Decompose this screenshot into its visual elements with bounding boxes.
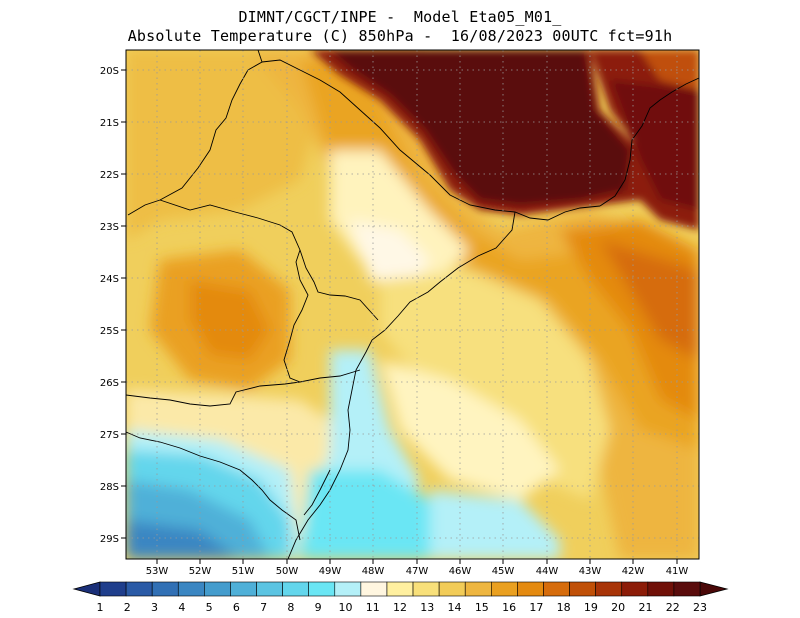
colorbar-swatch: [491, 581, 518, 597]
colorbar-swatch: [438, 581, 466, 597]
lon-label: 41W: [666, 566, 689, 577]
lat-label: 24S: [100, 274, 119, 285]
colorbar-label: 15: [475, 601, 489, 614]
colorbar-label: 6: [233, 601, 240, 614]
colorbar-swatch: [177, 581, 205, 597]
colorbar-label: 17: [529, 601, 543, 614]
colorbar-swatch: [308, 581, 336, 597]
colorbar-swatch: [621, 581, 649, 597]
graticule: [126, 50, 699, 559]
colorbar-label: 5: [206, 601, 213, 614]
lon-label: 47W: [406, 566, 429, 577]
colorbar-label: 2: [124, 601, 131, 614]
colorbar-label: 14: [448, 601, 462, 614]
colorbar-label: 9: [315, 601, 322, 614]
colorbar-label: 11: [366, 601, 380, 614]
colorbar-swatch: [282, 581, 309, 597]
colorbar-swatch: [569, 581, 596, 597]
colorbar-high-arrow: [699, 581, 729, 597]
colorbar-label: 22: [666, 601, 680, 614]
lon-label: 51W: [232, 566, 255, 577]
colorbar-label: 1: [97, 601, 104, 614]
colorbar-swatch: [673, 581, 701, 597]
lat-label: 28S: [100, 482, 119, 493]
lon-label: 48W: [362, 566, 385, 577]
colorbar-swatch: [386, 581, 414, 597]
colorbar-swatch: [647, 581, 675, 597]
colorbar-label: 8: [287, 601, 294, 614]
lat-label: 20S: [100, 66, 119, 77]
colorbar-swatch: [360, 581, 388, 597]
map-title-line-1: DIMNT/CGCT/INPE - Model Eta05_M01_: [238, 8, 562, 26]
colorbar-label: 4: [178, 601, 185, 614]
colorbar-swatch: [256, 581, 283, 597]
lat-label: 27S: [100, 430, 119, 441]
lon-label: 42W: [622, 566, 645, 577]
colorbar-swatch: [412, 581, 440, 597]
lat-label: 21S: [100, 118, 119, 129]
temperature-field: [126, 50, 699, 559]
colorbar-swatch: [543, 581, 570, 597]
colorbar-swatch: [99, 581, 127, 597]
lon-label: 50W: [276, 566, 299, 577]
colorbar-swatch: [151, 581, 179, 597]
lat-label: 29S: [100, 534, 119, 545]
colorbar: 1 2 3 4 5 6 7 8 9 10 11 12 13 14 15 16 17 18 19 20 21 22 23: [72, 581, 729, 614]
tick-marks: [121, 69, 678, 564]
colorbar-swatch: [125, 581, 153, 597]
lat-label: 23S: [100, 222, 119, 233]
lon-label: 43W: [579, 566, 602, 577]
colorbar-swatch: [334, 581, 362, 597]
colorbar-label: 3: [151, 601, 158, 614]
lon-label: 45W: [492, 566, 515, 577]
colorbar-label: 16: [502, 601, 516, 614]
map-frame: [125, 49, 700, 560]
colorbar-label: 13: [420, 601, 434, 614]
colorbar-swatch: [517, 581, 544, 597]
colorbar-label: 7: [260, 601, 267, 614]
lat-label: 22S: [100, 170, 119, 181]
colorbar-label: 18: [557, 601, 571, 614]
lon-label: 46W: [449, 566, 472, 577]
colorbar-swatch: [595, 581, 623, 597]
colorbar-low-arrow: [72, 581, 101, 597]
colorbar-label: 23: [693, 601, 707, 614]
colorbar-swatch: [464, 581, 492, 597]
lon-label: 52W: [189, 566, 212, 577]
lat-label: 26S: [100, 378, 119, 389]
colorbar-swatch: [204, 581, 231, 597]
colorbar-swatch: [230, 581, 257, 597]
colorbar-label: 10: [338, 601, 352, 614]
map-title-line-2: Absolute Temperature (C) 850hPa - 16/08/…: [127, 27, 673, 45]
lon-label: 49W: [319, 566, 342, 577]
lon-label: 53W: [146, 566, 169, 577]
colorbar-label: 21: [638, 601, 652, 614]
lon-label: 44W: [536, 566, 559, 577]
colorbar-label: 19: [584, 601, 598, 614]
colorbar-label: 20: [611, 601, 625, 614]
colorbar-label: 12: [393, 601, 407, 614]
lat-label: 25S: [100, 326, 119, 337]
